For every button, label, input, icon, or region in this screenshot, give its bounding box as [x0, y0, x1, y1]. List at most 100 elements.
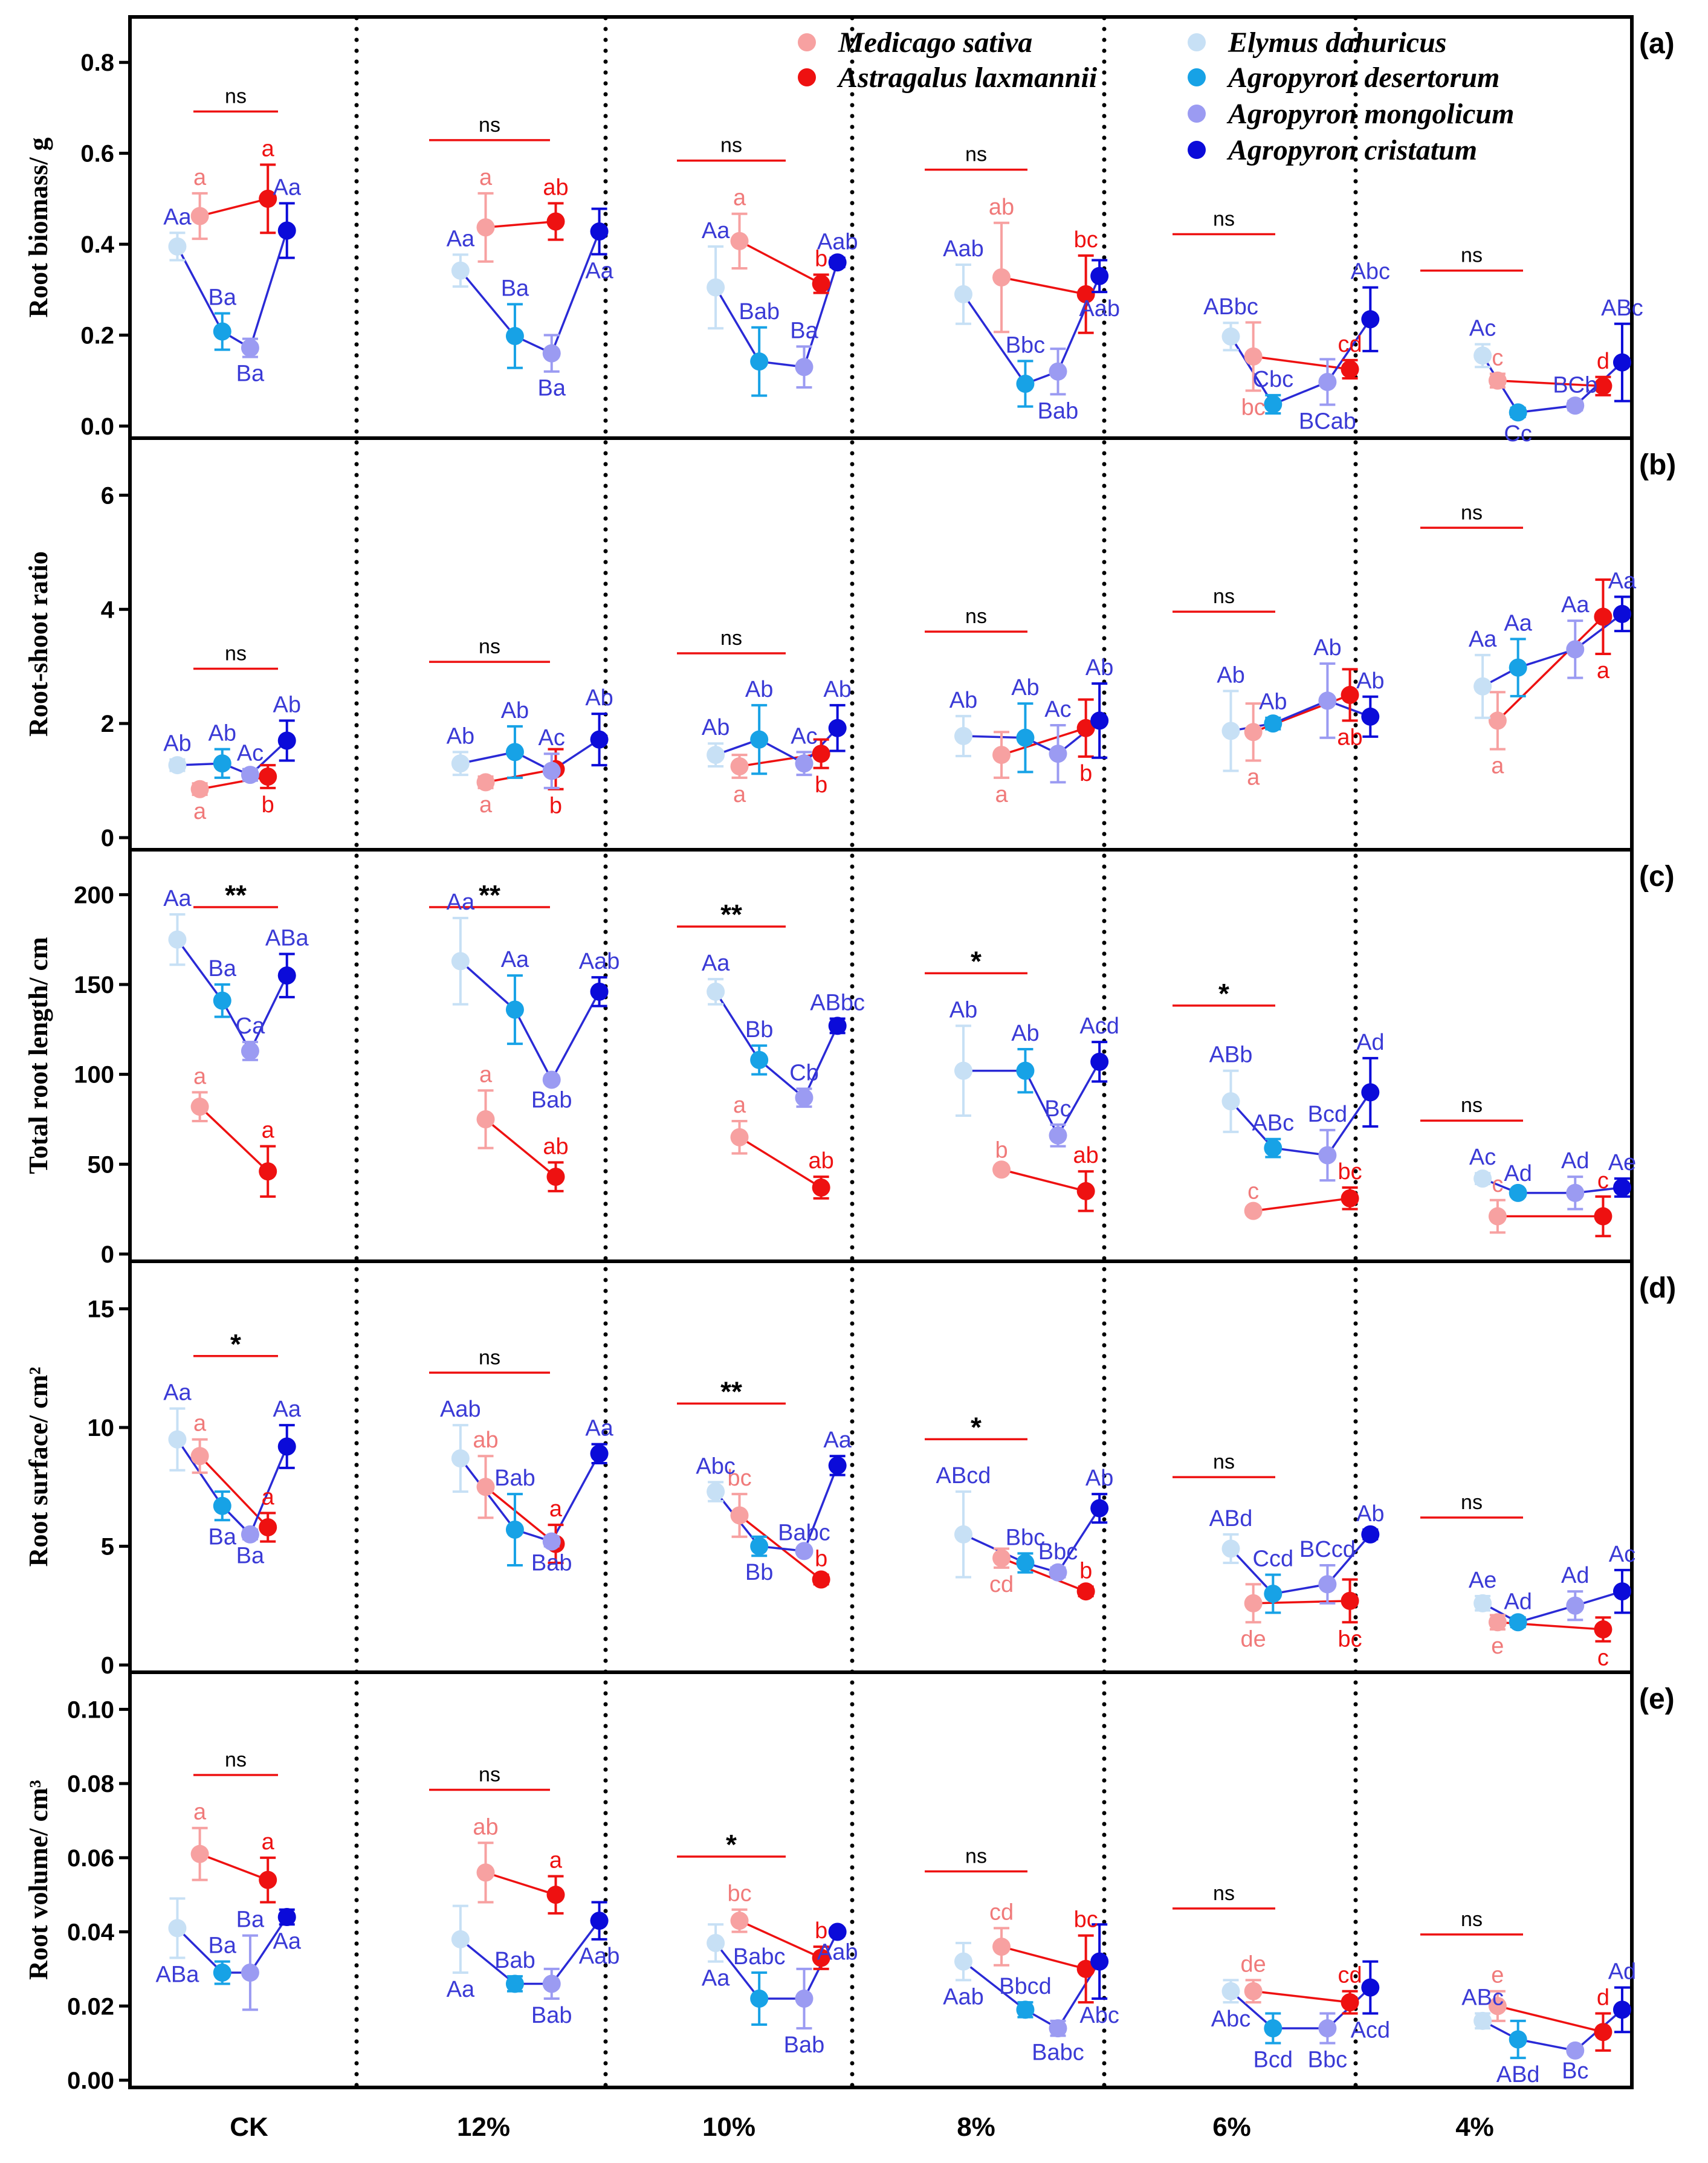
- point-letter-label: Ab: [949, 688, 977, 713]
- point-letter-label: Bbc: [1038, 1539, 1078, 1565]
- data-point: [1341, 1591, 1359, 1610]
- panel-tag: (e): [1639, 1683, 1675, 1715]
- point-letter-label: ABc: [1461, 1985, 1504, 2011]
- ytick-label: 0.6: [80, 141, 114, 167]
- data-point: [213, 1964, 231, 1982]
- data-point: [1473, 1169, 1492, 1188]
- x-category-label: 4%: [1455, 2112, 1494, 2142]
- data-point: [795, 358, 814, 377]
- data-point: [1566, 2041, 1585, 2060]
- point-letter-label: a: [479, 165, 493, 190]
- data-point: [954, 726, 972, 745]
- data-point: [812, 1948, 830, 1967]
- point-letter-label: ab: [473, 1427, 498, 1453]
- grass-line: [1230, 1990, 1274, 2029]
- grass-line: [551, 231, 601, 354]
- significance-label: ns: [1461, 1094, 1483, 1117]
- significance-label: ns: [225, 85, 247, 108]
- significance-label: ns: [1461, 244, 1483, 267]
- point-letter-label: Aa: [585, 1416, 613, 1441]
- ytick-label: 15: [88, 1296, 115, 1323]
- point-letter-label: Ad: [1504, 1161, 1532, 1186]
- data-point: [795, 1990, 814, 2008]
- legume-line: [1001, 276, 1086, 296]
- point-letter-label: Ab: [447, 723, 474, 749]
- data-point: [213, 322, 231, 341]
- point-letter-label: ABc: [1601, 296, 1643, 321]
- y-axis-label: Root surface/ cm²: [24, 1367, 53, 1567]
- point-letter-label: Bbc: [1006, 332, 1045, 358]
- data-point: [992, 746, 1011, 765]
- significance-label: ns: [479, 114, 500, 137]
- data-point: [1361, 1083, 1380, 1102]
- point-letter-label: c: [1597, 1646, 1609, 1671]
- ytick-label: 0.02: [67, 1993, 114, 2020]
- point-letter-label: e: [1491, 1963, 1504, 1988]
- point-letter-label: c: [1597, 1168, 1609, 1194]
- point-letter-label: cd: [1338, 332, 1362, 357]
- point-letter-label: ab: [808, 1148, 833, 1174]
- grass-line: [1518, 2038, 1576, 2052]
- legume-line: [1253, 1600, 1350, 1605]
- data-point: [1264, 395, 1283, 413]
- point-letter-label: Abc: [1351, 259, 1390, 285]
- data-point: [241, 338, 259, 357]
- point-letter-label: a: [1247, 765, 1260, 791]
- data-point: [992, 1160, 1011, 1179]
- point-letter-label: b: [815, 247, 827, 272]
- point-letter-label: Ad: [1504, 1589, 1532, 1614]
- point-letter-label: Aa: [501, 947, 529, 972]
- data-point: [259, 189, 277, 208]
- ytick-label: 0.4: [80, 231, 114, 258]
- legend-marker: [1188, 105, 1206, 123]
- point-letter-label: ABb: [1209, 1043, 1253, 1068]
- data-point: [1076, 719, 1095, 737]
- marks-layer: [168, 110, 1631, 2060]
- point-letter-label: Ae: [1608, 1150, 1636, 1175]
- point-letter-label: Aab: [943, 1984, 984, 2009]
- data-point: [1509, 2030, 1527, 2049]
- data-point: [828, 1922, 847, 1941]
- point-letter-label: a: [193, 165, 207, 190]
- point-letter-label: Bab: [1038, 398, 1079, 424]
- y-axis-label: Root biomass/ g: [24, 137, 53, 317]
- data-point: [168, 756, 187, 775]
- point-letter-label: bc: [727, 1881, 751, 1907]
- data-point: [730, 1912, 749, 1930]
- significance-label: **: [720, 899, 742, 930]
- data-point: [1566, 640, 1585, 659]
- significance-label: ns: [1461, 501, 1483, 524]
- data-point: [590, 1444, 609, 1463]
- point-letter-label: Babc: [778, 1520, 830, 1545]
- data-point: [1090, 711, 1109, 730]
- data-point: [1341, 685, 1359, 704]
- point-letter-label: Ac: [539, 725, 565, 751]
- legume-line: [1253, 1990, 1350, 2003]
- point-letter-label: Babc: [733, 1944, 786, 1970]
- data-point: [1566, 1596, 1585, 1615]
- point-letter-label: Aa: [823, 1427, 852, 1453]
- data-point: [812, 1178, 830, 1197]
- ytick-label: 0: [101, 1652, 114, 1679]
- grid-layer: [119, 15, 1634, 2089]
- significance-label: *: [1218, 978, 1229, 1009]
- data-point: [828, 1456, 847, 1475]
- point-letter-label: Ab: [745, 677, 773, 702]
- point-letter-label: a: [193, 799, 207, 824]
- grass-line: [459, 270, 516, 337]
- point-letter-label: Ba: [209, 956, 237, 981]
- data-point: [476, 218, 495, 237]
- data-point: [750, 352, 769, 371]
- point-letter-label: Aab: [579, 1944, 620, 1969]
- point-letter-label: bc: [1074, 1907, 1098, 1933]
- grass-line: [714, 286, 760, 363]
- grass-line: [1326, 318, 1371, 383]
- legume-line: [485, 1486, 557, 1545]
- data-point: [1076, 285, 1095, 303]
- legume-line: [199, 1105, 269, 1172]
- data-point: [1361, 707, 1380, 726]
- data-point: [1221, 1092, 1240, 1111]
- data-point: [954, 1952, 972, 1971]
- grass-line: [803, 1025, 839, 1099]
- data-point: [954, 1061, 972, 1080]
